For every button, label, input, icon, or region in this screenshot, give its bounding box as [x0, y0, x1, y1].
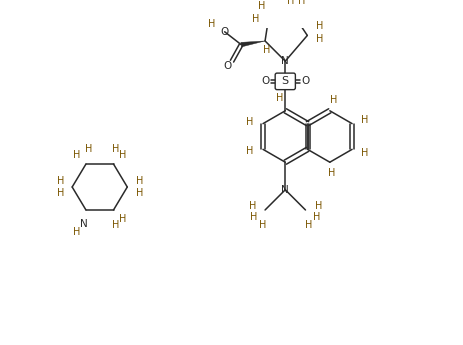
Text: H: H — [135, 188, 143, 198]
Text: H: H — [73, 227, 80, 237]
Text: H: H — [316, 21, 323, 31]
Text: H: H — [329, 95, 337, 105]
Text: H: H — [258, 220, 265, 230]
FancyBboxPatch shape — [275, 73, 295, 90]
Text: H: H — [119, 150, 126, 160]
Text: H: H — [246, 146, 253, 156]
Text: O: O — [300, 76, 309, 86]
Text: H: H — [73, 150, 80, 160]
Text: H: H — [56, 176, 64, 186]
Text: H: H — [119, 214, 126, 224]
Text: S: S — [281, 76, 288, 86]
Text: H: H — [304, 220, 311, 230]
Text: O: O — [220, 27, 228, 37]
Text: H: H — [252, 14, 259, 24]
Text: N: N — [281, 185, 288, 195]
Text: O: O — [260, 76, 269, 86]
Text: H: H — [56, 188, 64, 198]
Text: H: H — [316, 34, 323, 44]
Text: H: H — [361, 148, 368, 158]
Text: H: H — [287, 0, 294, 6]
Text: N: N — [80, 219, 88, 229]
Text: H: H — [250, 212, 257, 222]
Text: H: H — [112, 220, 119, 230]
Text: H: H — [246, 117, 253, 127]
Text: H: H — [257, 1, 264, 11]
Text: N: N — [281, 56, 288, 66]
Text: O: O — [223, 61, 231, 71]
Text: H: H — [248, 201, 255, 211]
Text: H: H — [298, 0, 305, 6]
Polygon shape — [240, 41, 264, 47]
Text: H: H — [361, 115, 368, 125]
Text: H: H — [312, 212, 319, 222]
Text: H: H — [263, 45, 270, 55]
Text: H: H — [208, 19, 215, 29]
Text: H: H — [314, 201, 321, 211]
Text: H: H — [327, 168, 335, 178]
Text: H: H — [275, 93, 283, 103]
Text: H: H — [135, 176, 143, 186]
Text: H: H — [112, 144, 119, 154]
Text: H: H — [85, 144, 92, 154]
